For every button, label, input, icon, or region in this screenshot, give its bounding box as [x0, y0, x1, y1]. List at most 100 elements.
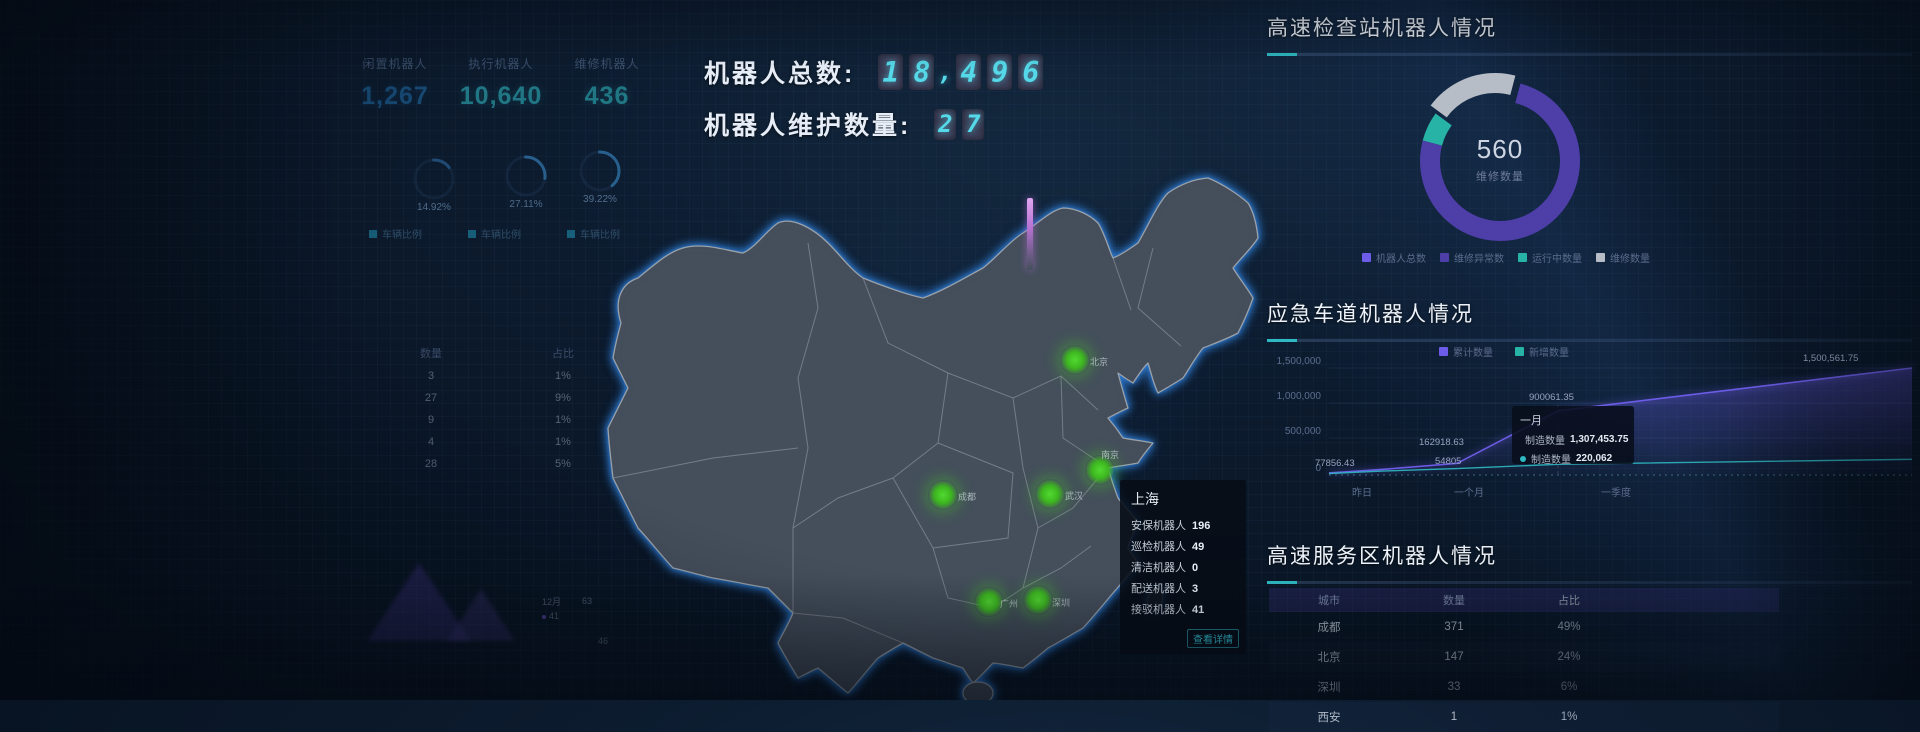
maintenance-robots-label: 机器人维护数量:	[704, 112, 912, 140]
legend-item[interactable]: 车辆比例	[468, 226, 521, 241]
emergency-panel-title: 应急车道机器人情况	[1267, 303, 1474, 326]
header-cell: 数量	[1443, 595, 1465, 607]
digit-box: 8	[909, 54, 935, 90]
legend-label: 运行中数量	[1532, 254, 1582, 265]
title-underline	[1267, 53, 1912, 56]
map-dot-label: 北京	[1090, 357, 1109, 367]
cell: 28	[424, 458, 438, 470]
legend-item[interactable]: 维修异常数	[1440, 250, 1504, 265]
table-row: 28 5%	[355, 453, 631, 475]
service-area-panel: 高速服务区机器人情况 城市 数量 占比 成都 371 49% 北京 147 24…	[1267, 540, 1917, 732]
legend-item[interactable]: 运行中数量	[1518, 250, 1582, 265]
chart-tooltip-row: 制造数量 1,307,453.75	[1520, 432, 1628, 447]
checkpoint-panel-title: 高速检查站机器人情况	[1267, 17, 1497, 40]
legend-item[interactable]: 新增数量	[1515, 344, 1569, 359]
tooltip-row: 清洁机器人 0	[1131, 558, 1235, 579]
stat-label: 维修机器人	[574, 57, 640, 71]
stat-repair-robots: 维修机器人 436	[561, 55, 653, 111]
dot-icon	[542, 614, 546, 619]
cell-city: 成都	[1317, 622, 1341, 634]
mini-value: 41	[542, 611, 559, 621]
header-cell: 占比	[1558, 595, 1580, 607]
tooltip-value: 0	[1192, 562, 1199, 574]
legend-item[interactable]: 累计数量	[1439, 344, 1493, 359]
tooltip-value: 3	[1192, 583, 1199, 595]
chart-tooltip-title: 一月	[1520, 415, 1542, 427]
tooltip-city: 上海	[1131, 491, 1159, 507]
legend-label: 维修异常数	[1454, 254, 1504, 265]
donut-legend: 机器人总数 维修异常数 运行中数量 维修数量	[1362, 250, 1650, 265]
table-row[interactable]: 西安 1 1%	[1269, 702, 1779, 732]
legend-item[interactable]: 维修数量	[1596, 250, 1650, 265]
legend-label: 机器人总数	[1376, 254, 1426, 265]
cell: 27	[424, 392, 438, 404]
legend-swatch-icon	[1596, 253, 1605, 262]
left-legend: 车辆比例 车辆比例 车辆比例	[369, 226, 620, 241]
table-row: 3 1%	[355, 365, 631, 387]
cell-percent: 6%	[1560, 681, 1578, 693]
gauge-3: 39.22%	[574, 147, 626, 205]
service-area-table: 城市 数量 占比 成都 371 49% 北京 147 24% 深圳 33 6% …	[1269, 588, 1779, 732]
total-robots-header: 机器人总数: 1 8 , 4 9 6	[704, 54, 1046, 90]
stat-active-robots: 执行机器人 10,640	[455, 55, 547, 111]
table-row: 4 1%	[355, 431, 631, 453]
legend-swatch-icon	[1518, 253, 1527, 262]
map-dot-beijing[interactable]	[1060, 345, 1090, 375]
cell: 3	[427, 370, 435, 382]
bullet-icon	[1520, 455, 1526, 462]
tooltip-row: 巡检机器人 49	[1131, 537, 1235, 558]
legend-label: 车辆比例	[580, 230, 620, 241]
legend-item[interactable]: 车辆比例	[567, 226, 620, 241]
header-cell: 城市	[1318, 595, 1340, 607]
map-dot-shenzhen[interactable]	[1023, 585, 1053, 615]
tooltip-series-value: 220,062	[1576, 453, 1613, 464]
stat-label: 执行机器人	[468, 57, 534, 71]
legend-label: 维修数量	[1610, 254, 1650, 265]
map-dot-label: 深圳	[1052, 598, 1071, 608]
legend-item[interactable]: 车辆比例	[369, 226, 422, 241]
tooltip-row: 配送机器人 3	[1131, 579, 1235, 600]
legend-swatch-icon	[468, 229, 476, 238]
beijing-data-pillar	[1027, 198, 1033, 270]
header-cell: 数量	[420, 348, 442, 360]
stat-label: 闲置机器人	[362, 57, 428, 71]
tooltip-label: 安保机器人	[1131, 520, 1186, 532]
hainan-island[interactable]	[962, 681, 994, 705]
tooltip-series-name: 制造数量	[1525, 436, 1565, 447]
cell-percent: 1%	[1560, 711, 1578, 723]
header-cell: 占比	[552, 348, 574, 360]
cell-percent: 49%	[1557, 621, 1581, 633]
tooltip-row: 安保机器人 196	[1131, 516, 1235, 537]
cell: 9	[427, 414, 435, 426]
digit-box: 6	[1018, 54, 1044, 90]
mini-month-label: 12月	[542, 597, 562, 607]
point-label: 900061.35	[1529, 392, 1574, 403]
cell-city: 深圳	[1317, 682, 1341, 694]
tooltip-label: 清洁机器人	[1131, 562, 1186, 574]
mini-bar-icon	[447, 589, 515, 641]
tooltip-label: 接驳机器人	[1131, 604, 1186, 616]
tooltip-value: 41	[1192, 604, 1205, 616]
legend-swatch-icon	[369, 229, 377, 238]
cell-city: 北京	[1317, 652, 1341, 664]
service-panel-title: 高速服务区机器人情况	[1267, 545, 1497, 568]
checkpoint-donut-chart[interactable]: 560 维修数量	[1400, 70, 1600, 256]
gauge-arc-icon	[579, 150, 621, 192]
map-dot-label: 武汉	[1065, 491, 1084, 501]
table-row[interactable]: 成都 371 49%	[1269, 612, 1779, 642]
digit-comma: ,	[938, 58, 953, 86]
legend-label: 车辆比例	[382, 230, 422, 241]
donut-center-value: 560	[1476, 134, 1524, 164]
point-label: 1,500,561.75	[1803, 353, 1859, 364]
table-row[interactable]: 北京 147 24%	[1269, 642, 1779, 672]
table-row[interactable]: 深圳 33 6%	[1269, 672, 1779, 702]
legend-item[interactable]: 机器人总数	[1362, 250, 1426, 265]
gauge-percent: 39.22%	[583, 194, 617, 205]
cell: 9%	[555, 392, 571, 404]
tooltip-row: 接驳机器人 41	[1131, 600, 1235, 621]
view-details-button[interactable]: 查看详情	[1187, 629, 1239, 648]
stat-value: 1,267	[361, 82, 429, 110]
x-tick: 一季度	[1601, 488, 1631, 499]
map-dot-chengdu[interactable]	[928, 480, 958, 510]
map-dot-wuhan[interactable]	[1035, 479, 1065, 509]
